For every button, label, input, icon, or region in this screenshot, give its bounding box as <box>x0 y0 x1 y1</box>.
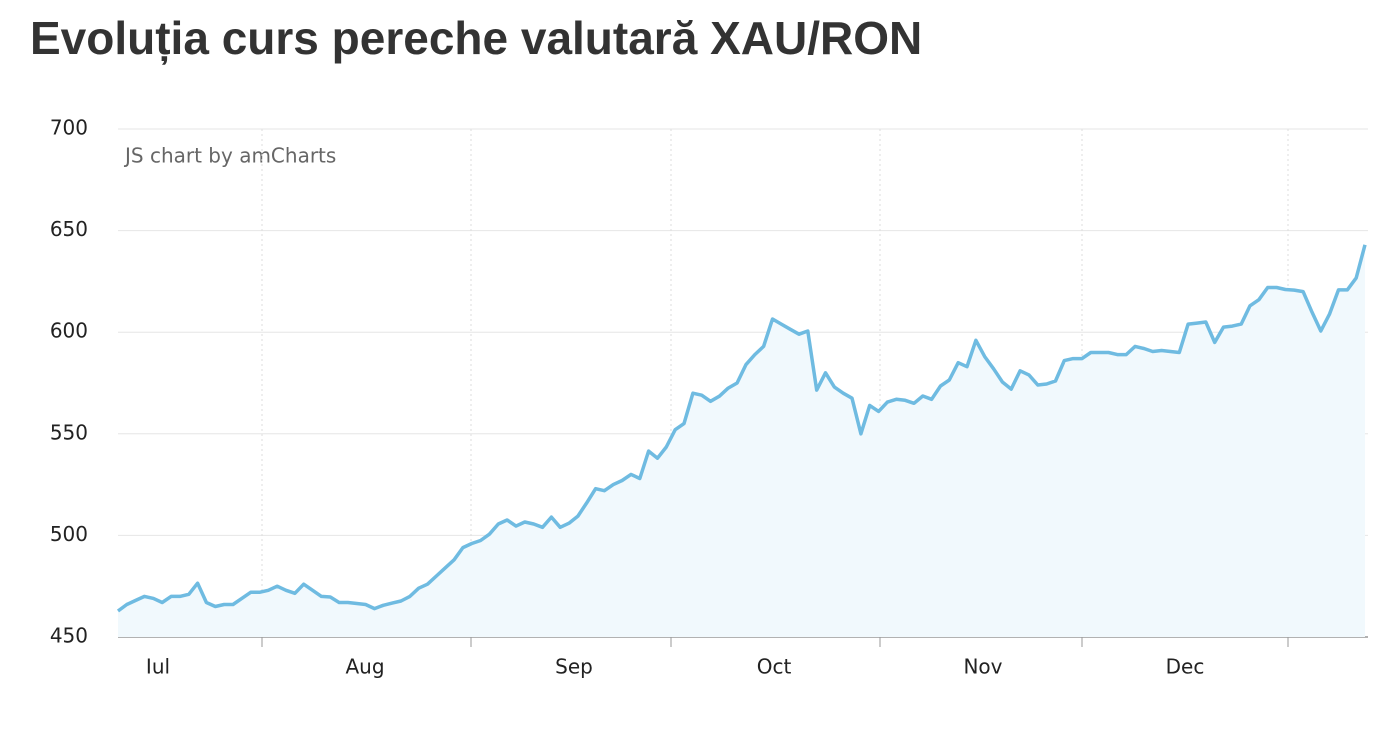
x-tick-label: Oct <box>757 655 792 679</box>
y-tick-label: 700 <box>50 116 88 140</box>
x-tick-label: Iul <box>146 655 170 679</box>
x-tick-label: Dec <box>1166 655 1205 679</box>
x-tick-label: Nov <box>963 655 1002 679</box>
y-tick-label: 550 <box>50 420 88 444</box>
line <box>116 244 1367 613</box>
y-tick-label: 650 <box>50 217 88 241</box>
area-fill <box>118 244 1365 638</box>
y-tick-label: 600 <box>50 319 88 343</box>
y-tick-label: 500 <box>50 522 88 546</box>
x-tick-label: Aug <box>345 655 384 679</box>
y-tick-label: 450 <box>50 624 88 648</box>
credit: JS chart by amCharts <box>123 144 336 168</box>
chart-title: Evoluția curs pereche valutară XAU/RON <box>30 12 922 65</box>
x-tick-label: Sep <box>555 655 593 679</box>
